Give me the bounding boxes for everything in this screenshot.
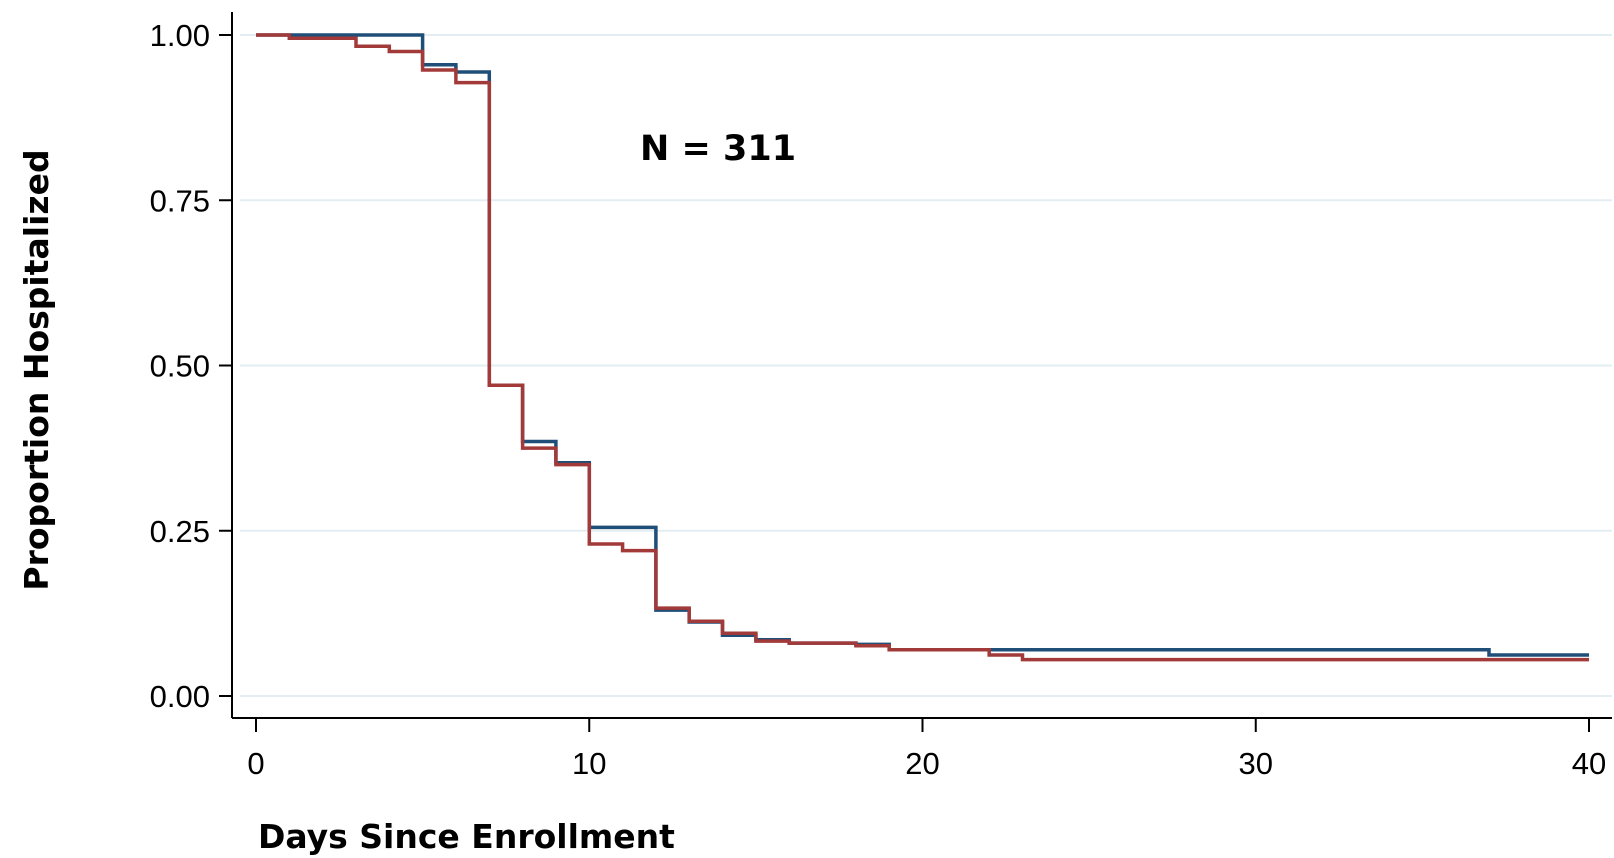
x-tick-label-1: 10 xyxy=(572,746,606,781)
y-tick-label-2: 0.50 xyxy=(150,349,210,384)
x-axis-title: Days Since Enrollment xyxy=(258,817,675,856)
y-tick-label-0: 0.00 xyxy=(150,679,210,714)
y-tick-label-1: 0.25 xyxy=(150,514,210,549)
grid-lines xyxy=(240,34,1612,697)
x-tick-label-3: 30 xyxy=(1239,746,1273,781)
series-line-1 xyxy=(256,33,1589,662)
ticks: 0.00 0.25 0.50 0.75 1.00 0 10 20 30 40 xyxy=(150,18,1607,781)
series-lines xyxy=(256,33,1589,662)
y-tick-label-4: 1.00 xyxy=(150,18,210,53)
y-tick-label-3: 0.75 xyxy=(150,183,210,218)
x-tick-label-4: 40 xyxy=(1572,746,1606,781)
x-tick-label-0: 0 xyxy=(247,746,264,781)
sample-size-annotation: N = 311 xyxy=(640,129,796,169)
x-tick-label-2: 20 xyxy=(905,746,939,781)
series-line-0 xyxy=(256,33,1589,657)
y-axis-title: Proportion Hospitalized xyxy=(17,149,56,590)
